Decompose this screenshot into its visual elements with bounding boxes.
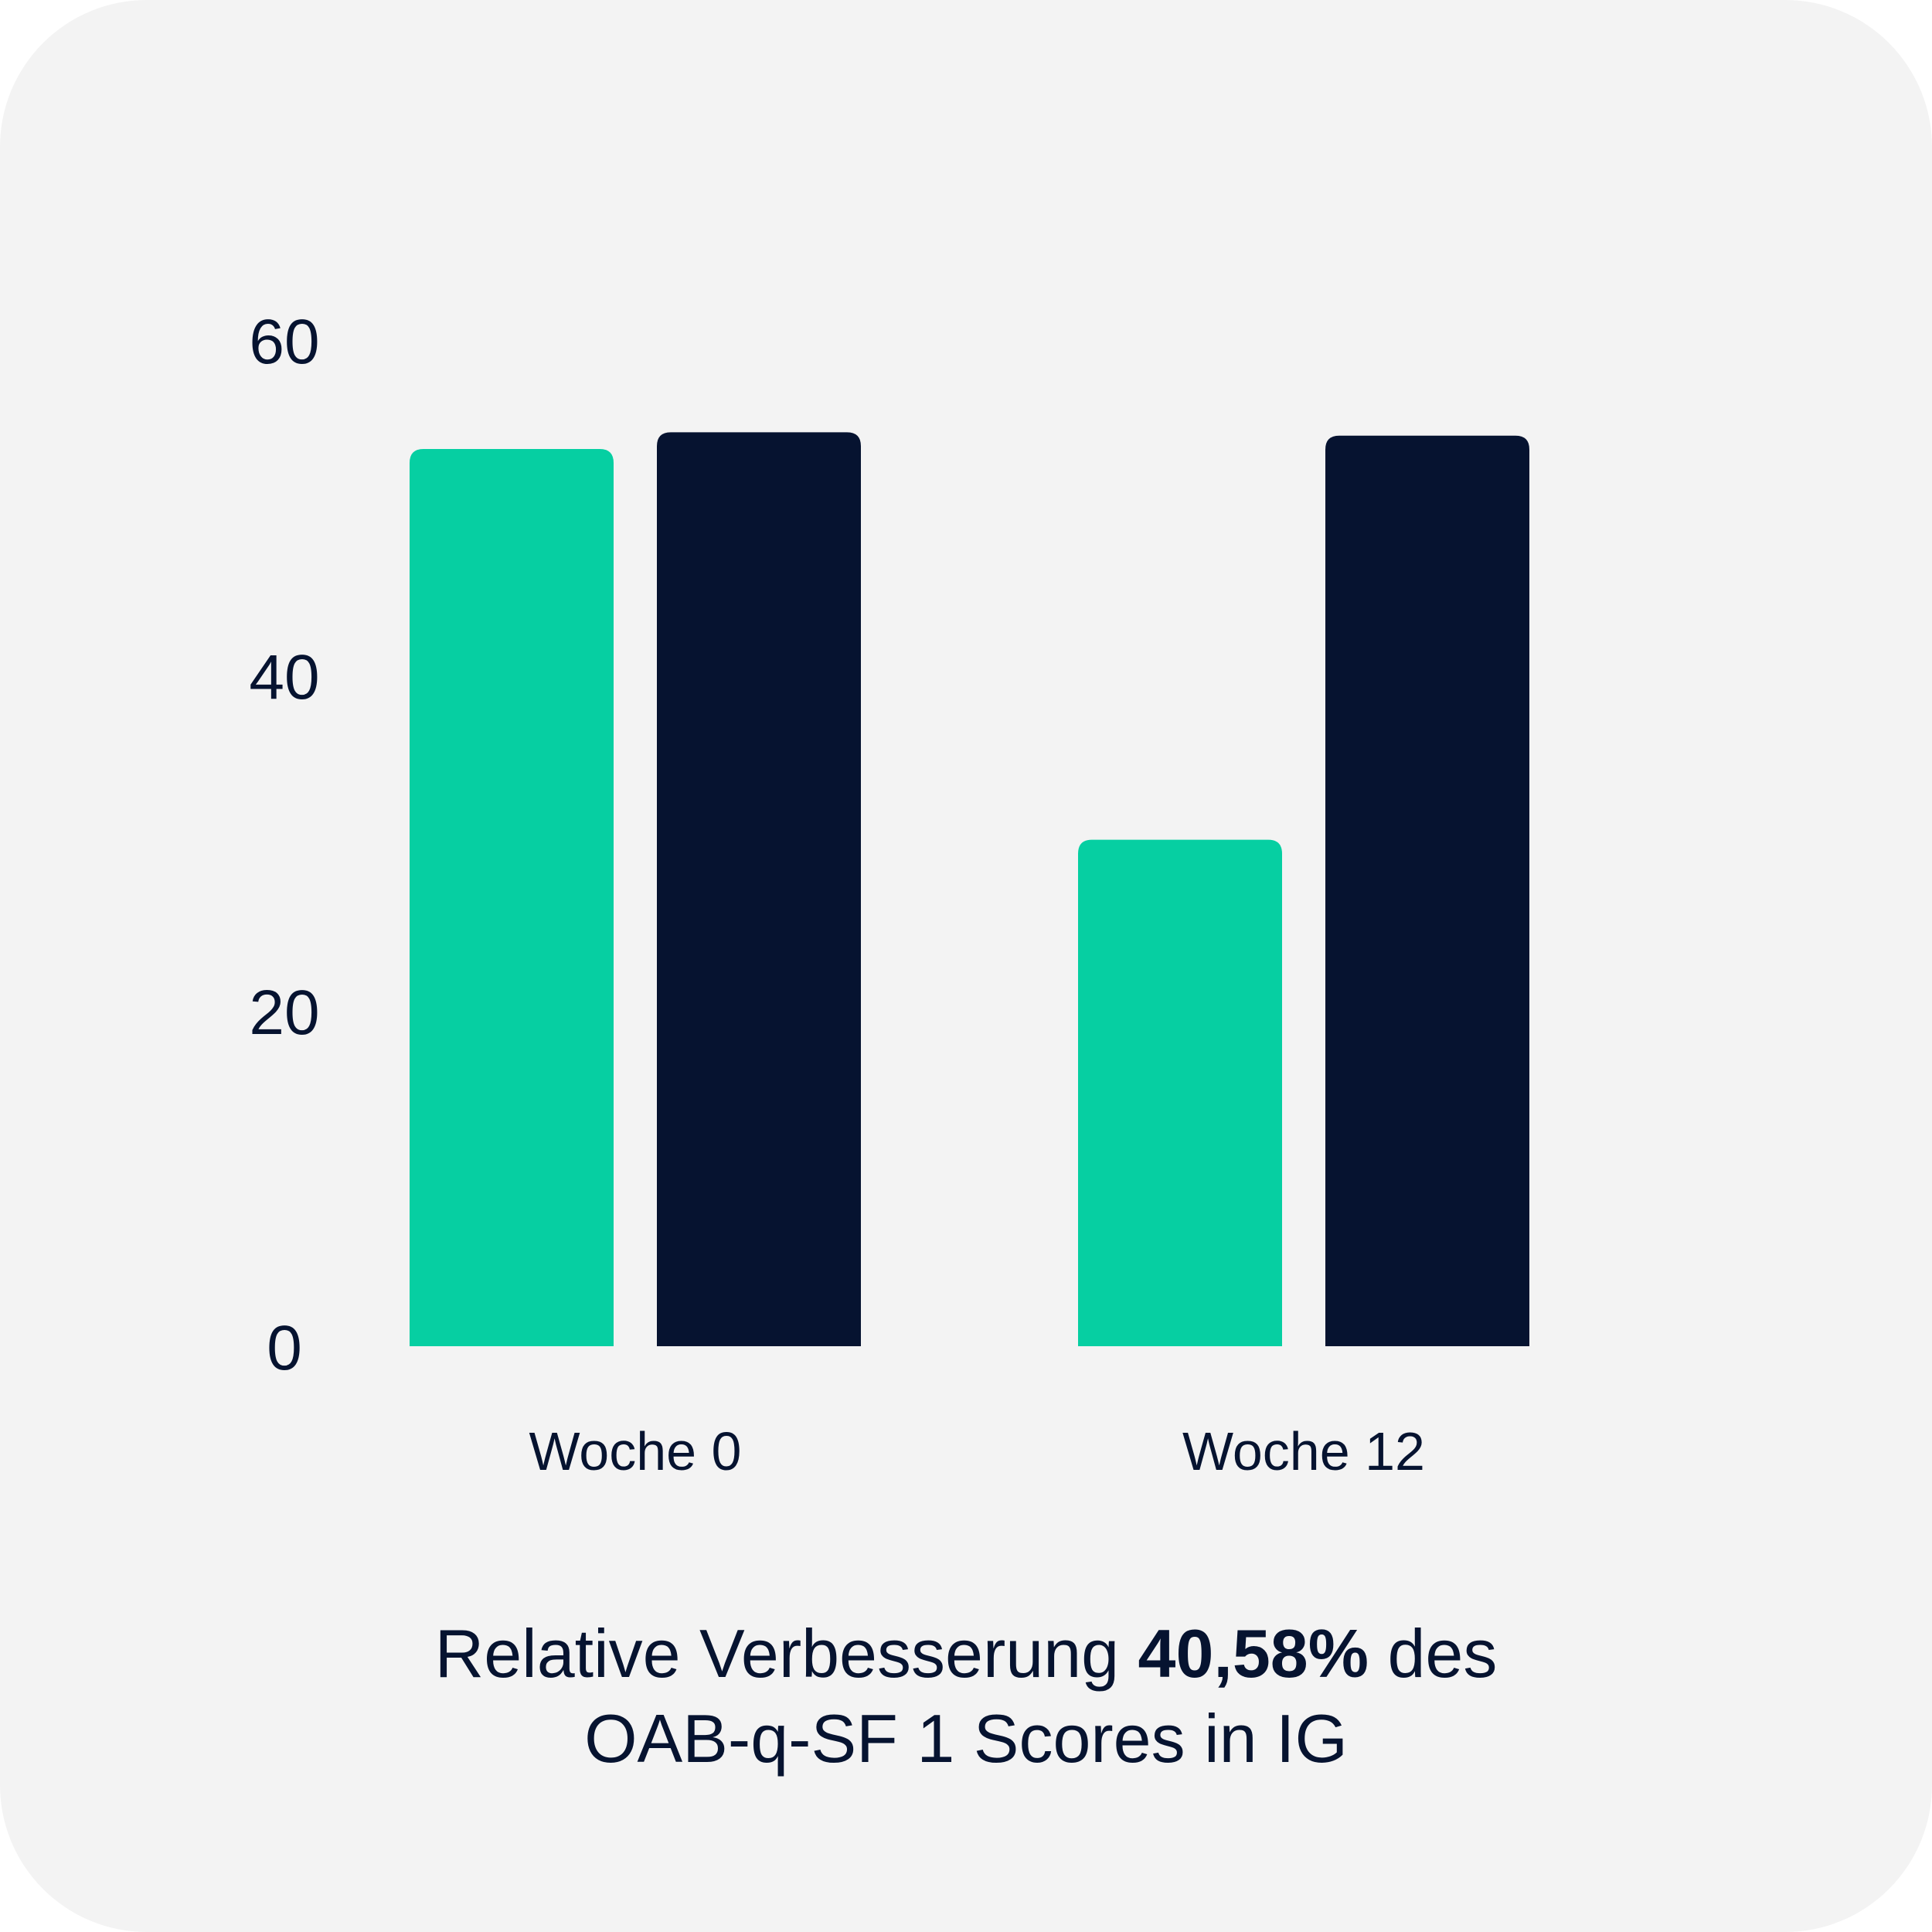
caption-text: Relative Verbesserung — [434, 1615, 1138, 1692]
x-category-label: Woche 0 — [529, 1421, 742, 1481]
caption-line-1: Relative Verbesserung 40,58% des — [0, 1611, 1932, 1696]
y-tick-label: 20 — [249, 978, 319, 1048]
y-tick-label: 0 — [267, 1313, 302, 1383]
y-tick-label: 40 — [249, 642, 319, 713]
caption-line-2: OAB-q-SF 1 Scores in IG — [584, 1700, 1348, 1777]
bar-series2-woche-0 — [657, 432, 861, 1346]
y-tick-label: 60 — [249, 307, 319, 377]
x-category-label: Woche 12 — [1182, 1421, 1425, 1481]
chart-caption: Relative Verbesserung 40,58% des OAB-q-S… — [0, 1611, 1932, 1781]
bar-series2-woche-12 — [1325, 435, 1529, 1347]
caption-highlight-value: 40,58% — [1138, 1615, 1369, 1692]
bar-series1-woche-12 — [1078, 839, 1282, 1346]
bar-series1-woche-0 — [410, 449, 614, 1346]
caption-text: des — [1369, 1615, 1498, 1692]
